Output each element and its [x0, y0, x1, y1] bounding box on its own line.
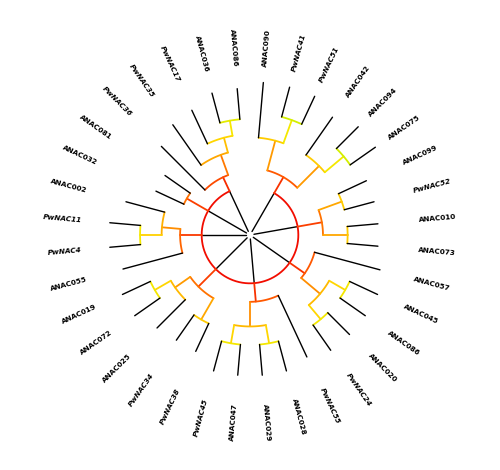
Text: ANAC099: ANAC099	[402, 145, 439, 166]
Text: PwNAC52: PwNAC52	[412, 178, 452, 194]
Text: ANAC057: ANAC057	[412, 276, 451, 291]
Text: PwNAC17: PwNAC17	[160, 45, 181, 83]
Text: PwNAC45: PwNAC45	[193, 398, 209, 437]
Text: ANAC081: ANAC081	[79, 114, 113, 141]
Text: PwNAC11: PwNAC11	[42, 214, 82, 223]
Text: PwNAC35: PwNAC35	[128, 63, 156, 98]
Text: PwNAC38: PwNAC38	[160, 387, 181, 425]
Text: ANAC028: ANAC028	[291, 398, 306, 436]
Text: ANAC090: ANAC090	[262, 29, 271, 67]
Text: ANAC055: ANAC055	[49, 276, 88, 291]
Text: PwNAC24: PwNAC24	[344, 372, 372, 407]
Text: ANAC045: ANAC045	[402, 304, 439, 325]
Text: ANAC002: ANAC002	[50, 179, 88, 194]
Text: ANAC010: ANAC010	[418, 214, 457, 223]
Text: ANAC073: ANAC073	[418, 247, 457, 256]
Text: ANAC025: ANAC025	[102, 352, 132, 384]
Text: ANAC075: ANAC075	[387, 114, 421, 141]
Text: PwNAC34: PwNAC34	[128, 372, 156, 407]
Text: PwNAC4: PwNAC4	[48, 247, 82, 256]
Text: PwNAC55: PwNAC55	[319, 387, 340, 425]
Text: ANAC032: ANAC032	[62, 145, 98, 166]
Text: ANAC047: ANAC047	[229, 403, 238, 441]
Text: ANAC042: ANAC042	[344, 64, 371, 98]
Text: PwNAC41: PwNAC41	[291, 33, 307, 72]
Text: PwNAC51: PwNAC51	[319, 45, 340, 83]
Text: ANAC029: ANAC029	[262, 403, 271, 441]
Text: PwNAC36: PwNAC36	[100, 86, 132, 118]
Text: ANAC094: ANAC094	[368, 86, 398, 118]
Text: ANAC086: ANAC086	[229, 29, 238, 67]
Text: ANAC020: ANAC020	[368, 352, 398, 384]
Text: ANAC072: ANAC072	[79, 329, 113, 356]
Text: ANAC086: ANAC086	[387, 329, 422, 356]
Text: ANAC019: ANAC019	[61, 304, 98, 325]
Text: ANAC036: ANAC036	[194, 34, 209, 72]
